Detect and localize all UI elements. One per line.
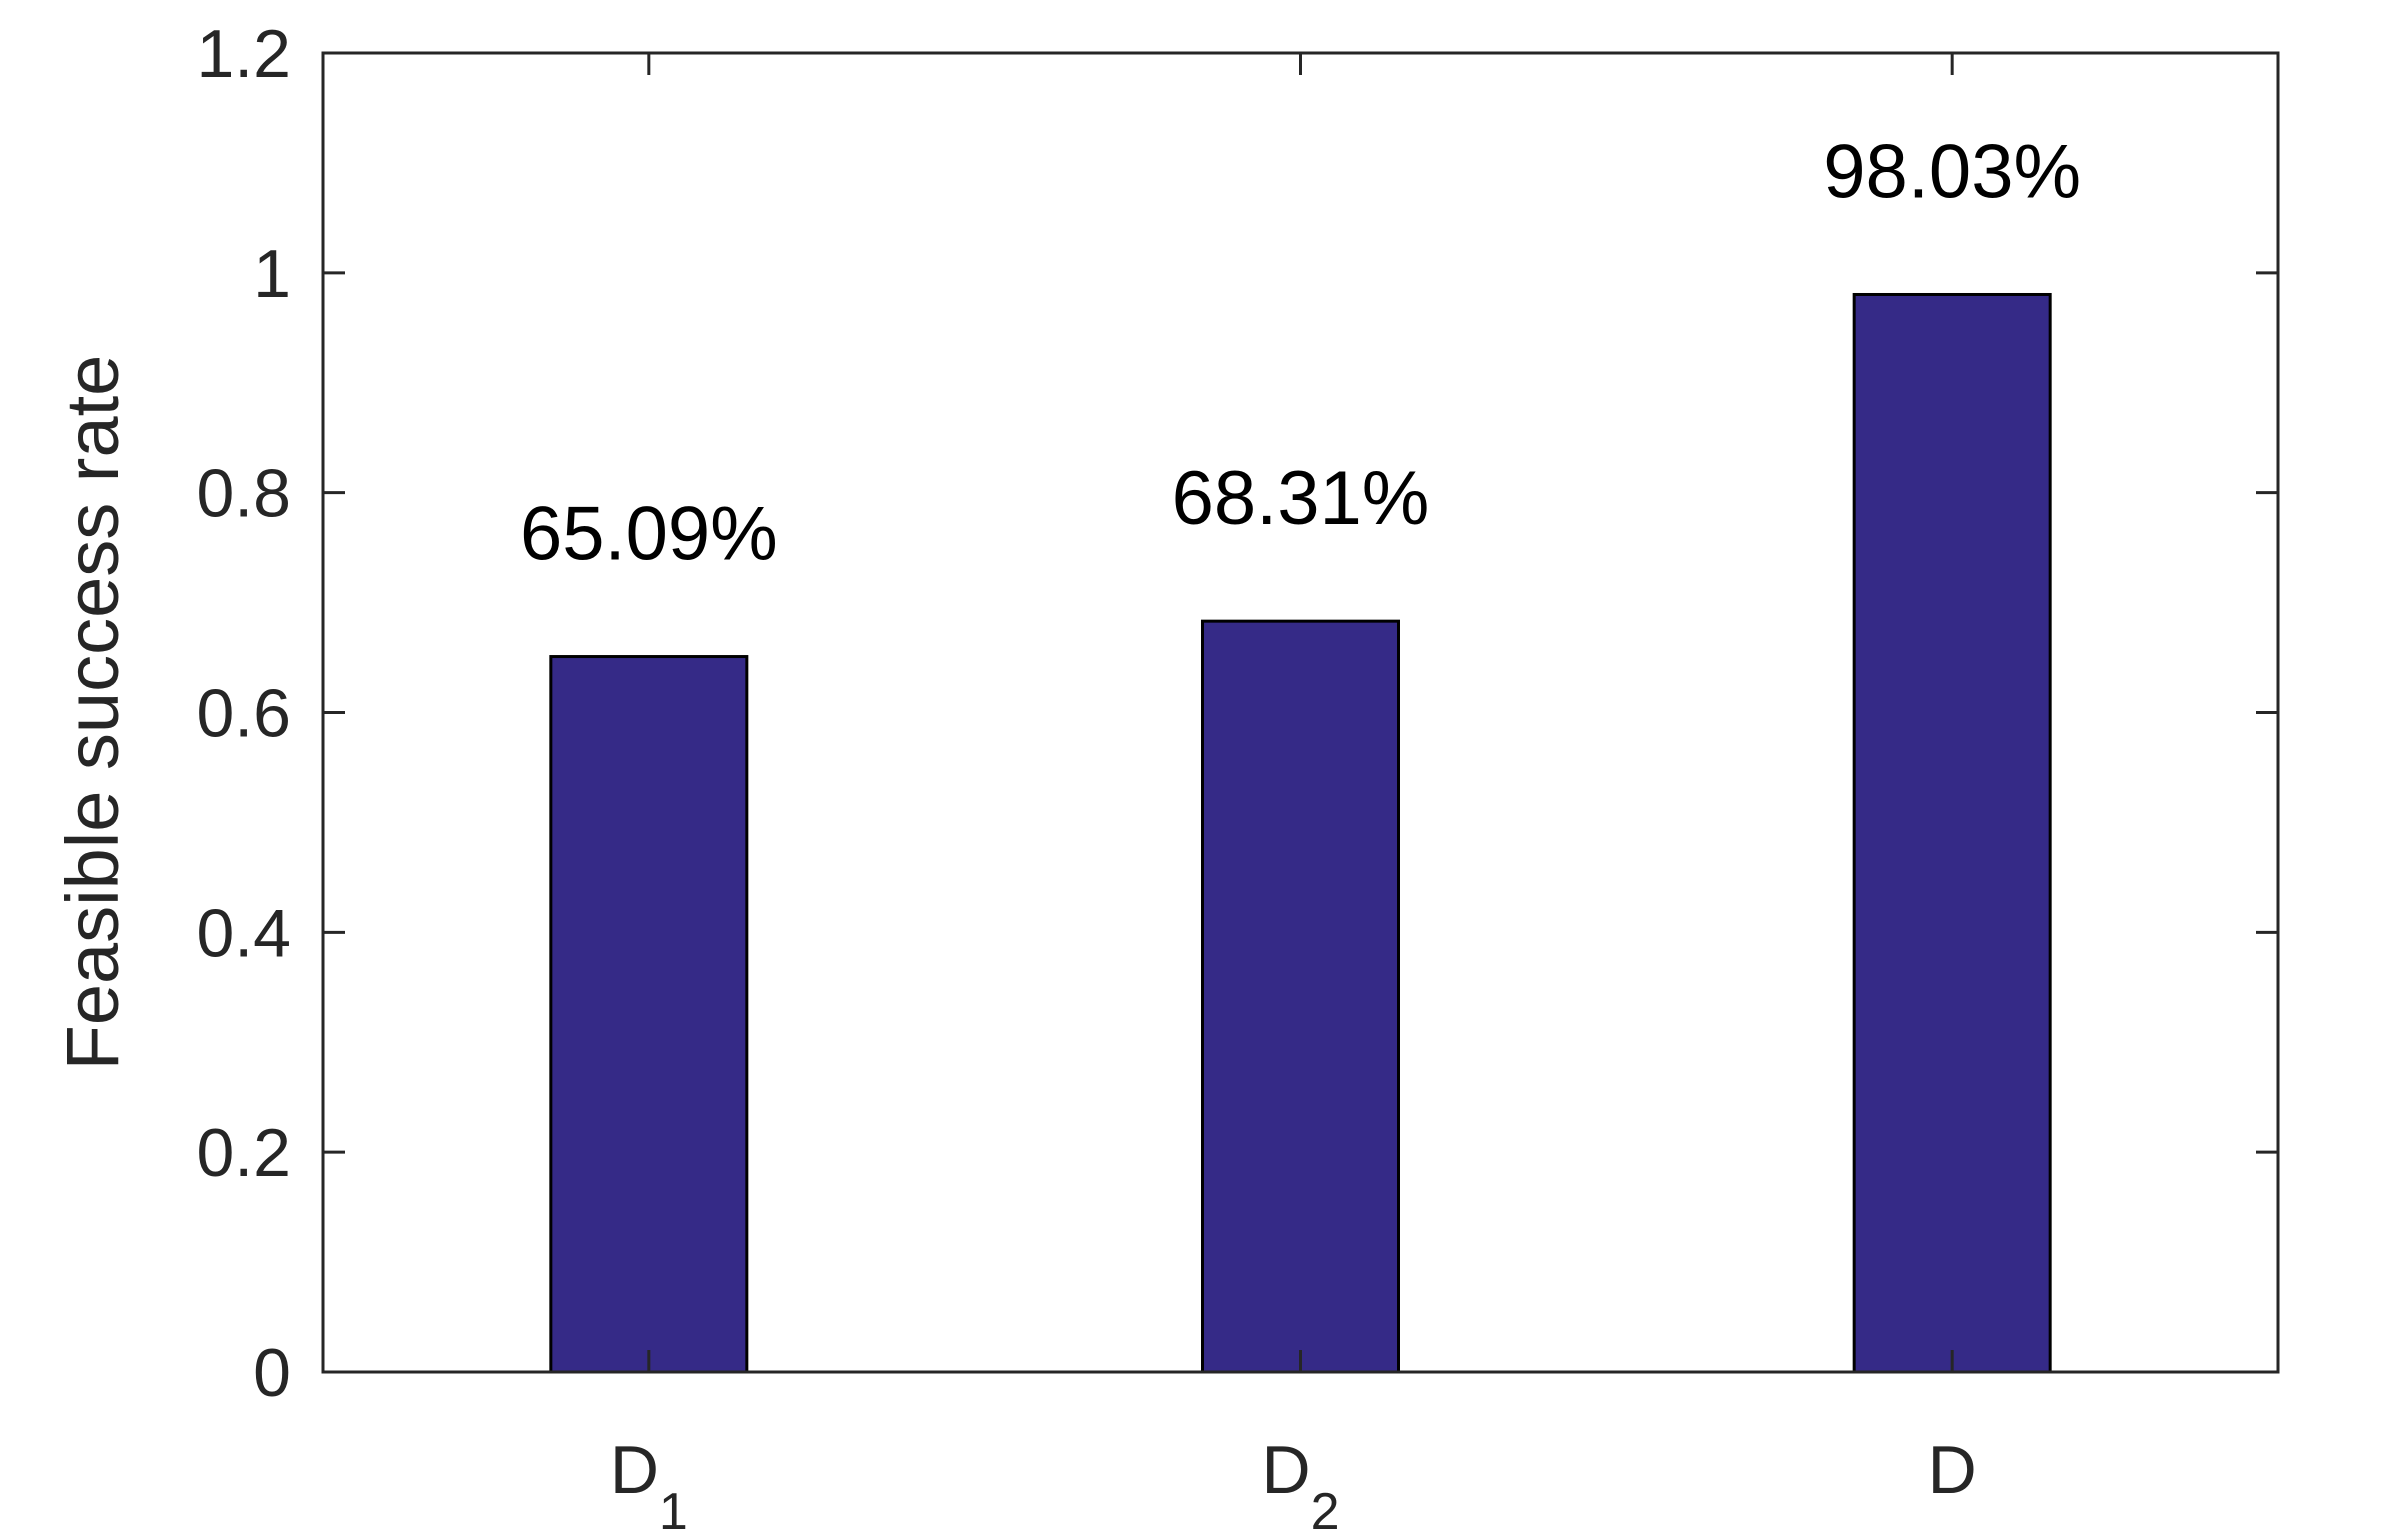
x-tick-label-2: D: [1928, 1432, 1977, 1508]
x-tick-label-base-0: D: [610, 1432, 659, 1508]
x-tick-label-1: D2: [1261, 1432, 1339, 1538]
x-tick-label-base-1: D: [1261, 1432, 1310, 1508]
x-tick-label-0: D1: [610, 1432, 688, 1538]
x-tick-label-sub-0: 1: [659, 1483, 688, 1538]
y-tick-label-3: 0.6: [196, 676, 291, 752]
data-label-1: 68.31%: [1172, 456, 1430, 541]
bar-0: [549, 655, 749, 1374]
data-label-2: 98.03%: [1823, 129, 2081, 214]
bar-1: [1201, 619, 1400, 1374]
x-tick-label-base-2: D: [1928, 1432, 1977, 1508]
y-axis-title: Feasible success rate: [51, 355, 134, 1071]
bars-layer: [549, 292, 2052, 1374]
y-tick-label-5: 1: [253, 236, 291, 312]
y-tick-label-1: 0.2: [196, 1115, 291, 1191]
x-tick-label-sub-1: 2: [1311, 1483, 1340, 1538]
y-tick-label-0: 0: [253, 1335, 291, 1411]
y-tick-label-6: 1.2: [196, 16, 291, 92]
y-tick-label-4: 0.8: [196, 456, 291, 532]
bar-2: [1852, 292, 2052, 1374]
data-label-0: 65.09%: [520, 492, 778, 577]
y-tick-label-2: 0.4: [196, 895, 291, 971]
axes-layer: [321, 51, 2280, 1374]
